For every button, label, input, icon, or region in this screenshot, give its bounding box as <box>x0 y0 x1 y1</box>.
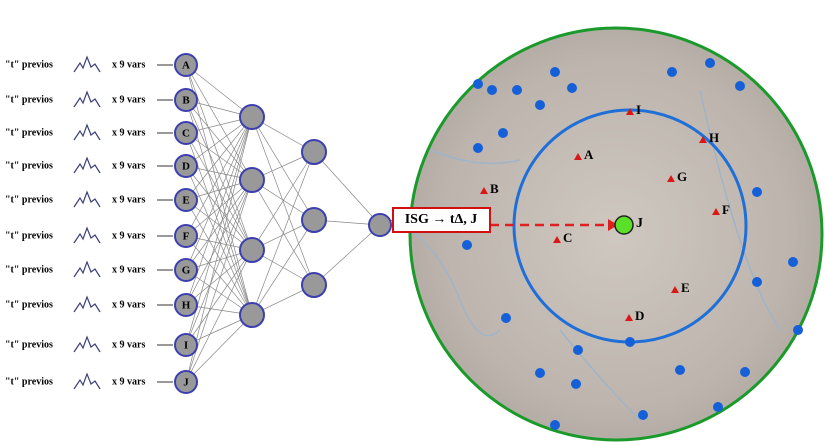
station-dot <box>667 67 677 77</box>
station-label: F <box>722 202 730 217</box>
output-node <box>369 214 391 236</box>
connection <box>252 180 314 285</box>
prefix: "t" previos <box>5 230 53 241</box>
series-icon <box>74 228 100 243</box>
station-label: B <box>490 181 499 196</box>
prefix: "t" previos <box>5 299 53 310</box>
station-dot <box>793 325 803 335</box>
output-label: ISG → tΔ, J <box>405 212 478 227</box>
node-label: E <box>182 195 189 207</box>
connection <box>252 117 314 220</box>
station-dot <box>625 337 635 347</box>
connections <box>186 65 380 382</box>
prefix: "t" previos <box>5 264 53 275</box>
station-label: C <box>563 230 572 245</box>
node-label: D <box>182 161 190 173</box>
node-label: A <box>182 60 190 72</box>
station-label: G <box>677 169 687 184</box>
prefix: "t" previos <box>5 376 53 387</box>
prefix: "t" previos <box>5 94 53 105</box>
node-label: F <box>183 231 190 243</box>
node-label: H <box>182 300 191 312</box>
multiplier: x 9 vars <box>112 299 145 310</box>
series-icon <box>74 374 100 389</box>
multiplier: x 9 vars <box>112 59 145 70</box>
series-icon <box>74 262 100 277</box>
station-dot <box>535 100 545 110</box>
multiplier: x 9 vars <box>112 94 145 105</box>
station-dot <box>713 402 723 412</box>
prefix: "t" previos <box>5 59 53 70</box>
hidden-node <box>240 303 264 327</box>
hidden-node <box>240 168 264 192</box>
station-dot <box>752 277 762 287</box>
prefix: "t" previos <box>5 194 53 205</box>
hidden-node <box>240 238 264 262</box>
hidden-node <box>302 208 326 232</box>
prefix: "t" previos <box>5 127 53 138</box>
station-dot <box>571 379 581 389</box>
station-dot <box>740 367 750 377</box>
node-label: G <box>182 265 191 277</box>
hidden-node <box>302 140 326 164</box>
series-icon <box>74 125 100 140</box>
station-dot <box>535 368 545 378</box>
multiplier: x 9 vars <box>112 376 145 387</box>
multiplier: x 9 vars <box>112 230 145 241</box>
station-label: E <box>681 280 690 295</box>
hidden-node <box>240 105 264 129</box>
station-dot <box>638 410 648 420</box>
multiplier: x 9 vars <box>112 127 145 138</box>
node-label: C <box>182 128 190 140</box>
station-dot <box>788 257 798 267</box>
map: I H A G B F C E D J <box>410 28 822 440</box>
series-icon <box>74 57 100 72</box>
prefix: "t" previos <box>5 160 53 171</box>
diagram: "t" previos x 9 vars A "t" previos x 9 vars B… <box>0 0 829 442</box>
target <box>615 216 633 234</box>
target-label: J <box>636 216 643 231</box>
multiplier: x 9 vars <box>112 160 145 171</box>
series-icon <box>74 92 100 107</box>
network: "t" previos x 9 vars A "t" previos x 9 vars B… <box>5 54 393 393</box>
multiplier: x 9 vars <box>112 194 145 205</box>
station-dot <box>462 240 472 250</box>
station-dot <box>512 85 522 95</box>
station-dot <box>501 313 511 323</box>
map-boundary <box>410 28 822 440</box>
station-dot <box>550 420 560 430</box>
station-dot <box>473 143 483 153</box>
station-label: I <box>636 102 641 117</box>
station-label: D <box>635 308 644 323</box>
station-dot <box>498 128 508 138</box>
multiplier: x 9 vars <box>112 339 145 350</box>
station-dot <box>675 365 685 375</box>
hidden-node <box>302 273 326 297</box>
series-icon <box>74 158 100 173</box>
station-dot <box>473 79 483 89</box>
multiplier: x 9 vars <box>112 264 145 275</box>
station-dot <box>705 58 715 68</box>
station-dot <box>487 85 497 95</box>
series-icon <box>74 297 100 312</box>
station-label: H <box>709 130 719 145</box>
node-label: J <box>183 377 189 389</box>
prefix: "t" previos <box>5 339 53 350</box>
station-dot <box>567 83 577 93</box>
station-dot <box>752 187 762 197</box>
node-label: I <box>184 340 188 352</box>
connection <box>314 225 380 285</box>
series-icon <box>74 337 100 352</box>
station-label: A <box>584 147 594 162</box>
station-dot <box>573 345 583 355</box>
station-dot <box>550 67 560 77</box>
node-label: B <box>182 95 190 107</box>
series-icon <box>74 192 100 207</box>
station-dot <box>735 81 745 91</box>
